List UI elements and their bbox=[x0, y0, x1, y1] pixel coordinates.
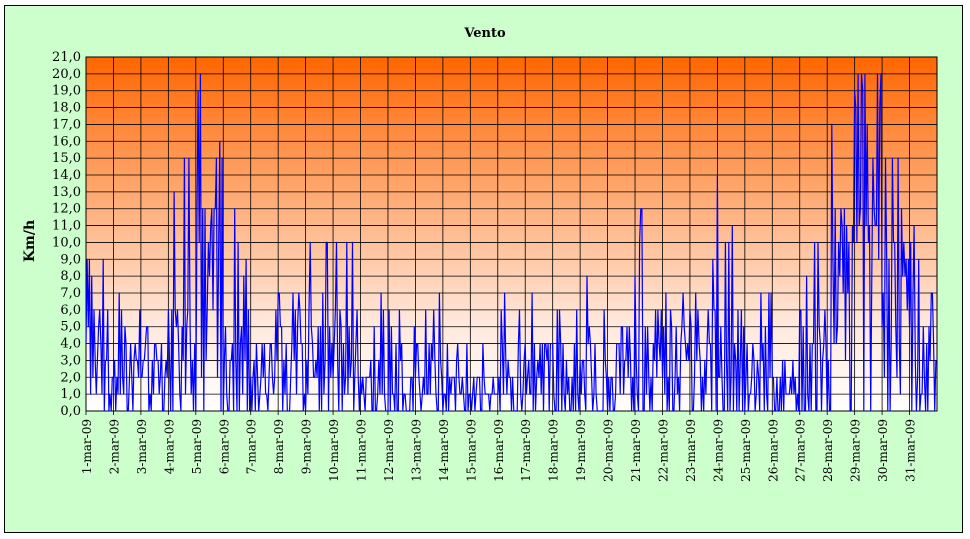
x-tick-label: 17-mar-09 bbox=[519, 419, 533, 482]
y-tick-label: 9,0 bbox=[60, 252, 81, 267]
x-tick-label: 27-mar-09 bbox=[794, 419, 808, 482]
x-tick-label: 20-mar-09 bbox=[602, 419, 616, 482]
y-tick-label: 5,0 bbox=[60, 320, 81, 335]
plot-area bbox=[85, 56, 938, 412]
x-tick-label: 22-mar-09 bbox=[656, 419, 670, 482]
wind-chart: Vento Km/h 0,0 1,0 2,0 3,04,0 5,0 6,0 7,0 8,0 9,… bbox=[22, 26, 938, 482]
chart-title: Vento bbox=[463, 26, 506, 41]
y-tick-labels: 0,0 1,0 2,0 3,04,0 5,0 6,0 7,0 8,0 9,0 10,011,0 12… bbox=[52, 50, 81, 419]
x-tick-label: 10-mar-09 bbox=[327, 419, 341, 482]
y-tick-label: 1,0 bbox=[60, 387, 81, 402]
x-tick-label: 30-mar-09 bbox=[876, 419, 890, 482]
x-tick-label: 18-mar-09 bbox=[547, 419, 561, 482]
x-tick-label: 1-mar-09 bbox=[80, 419, 94, 474]
x-tick-label: 5-mar-09 bbox=[190, 419, 204, 474]
y-tick-label: 19,0 bbox=[52, 84, 81, 99]
x-tick-label: 29-mar-09 bbox=[849, 419, 863, 482]
x-tick-label: 25-mar-09 bbox=[739, 419, 753, 482]
y-tick-label: 15,0 bbox=[52, 151, 81, 166]
x-tick-label: 12-mar-09 bbox=[382, 419, 396, 482]
y-tick-label: 6,0 bbox=[60, 303, 81, 318]
x-tick-label: 16-mar-09 bbox=[492, 419, 506, 482]
y-tick-label: 3,0 bbox=[60, 353, 81, 368]
wind-speed-series-line bbox=[85, 73, 937, 412]
x-tick-label: 11-mar-09 bbox=[355, 419, 369, 482]
x-tick-label: 9-mar-09 bbox=[300, 419, 314, 474]
x-tick-label: 23-mar-09 bbox=[684, 419, 698, 482]
x-tick-label: 2-mar-09 bbox=[107, 419, 121, 474]
y-axis-label: Km/h bbox=[22, 220, 38, 262]
y-tick-label: 10,0 bbox=[52, 235, 81, 250]
y-tick-label: 17,0 bbox=[52, 117, 81, 132]
y-gridlines bbox=[86, 56, 937, 412]
y-tick-label: 16,0 bbox=[52, 134, 81, 149]
y-tick-label: 13,0 bbox=[52, 185, 81, 200]
y-tick-label: 12,0 bbox=[52, 202, 81, 217]
x-tick-label: 15-mar-09 bbox=[464, 419, 478, 482]
x-tick-label: 4-mar-09 bbox=[162, 419, 176, 474]
x-tick-label: 31-mar-09 bbox=[904, 419, 918, 482]
x-tick-label: 24-mar-09 bbox=[711, 419, 725, 482]
x-tick-label: 19-mar-09 bbox=[574, 419, 588, 482]
y-tick-label: 14,0 bbox=[52, 168, 81, 183]
x-tick-label: 28-mar-09 bbox=[821, 419, 835, 482]
x-tick-label: 14-mar-09 bbox=[437, 419, 451, 482]
chart-frame: Vento Km/h 0,0 1,0 2,0 3,0 4,0 5,0 6,0 7,0 8,0 9,… bbox=[4, 5, 963, 533]
x-tick-label: 3-mar-09 bbox=[135, 419, 149, 474]
y-tick-label: 0,0 bbox=[60, 404, 81, 419]
y-tick-label: 2,0 bbox=[60, 370, 81, 385]
x-tick-label: 7-mar-09 bbox=[245, 419, 259, 474]
x-tick-label: 6-mar-09 bbox=[217, 419, 231, 474]
y-tick-label: 18,0 bbox=[52, 101, 81, 116]
y-tick-label: 21,0 bbox=[52, 50, 81, 65]
y-tick-label: 11,0 bbox=[52, 219, 81, 234]
x-tick-label: 13-mar-09 bbox=[409, 419, 423, 482]
x-tick-labels: 1-mar-09 2-mar-09 3-mar-09 4-mar-09 5-mar-09… bbox=[80, 419, 918, 482]
y-tick-label: 20,0 bbox=[52, 67, 81, 82]
y-tick-label: 4,0 bbox=[60, 337, 81, 352]
x-gridlines bbox=[85, 57, 910, 415]
x-tick-label: 26-mar-09 bbox=[766, 419, 780, 482]
x-tick-label: 8-mar-09 bbox=[272, 419, 286, 474]
y-tick-label: 7,0 bbox=[60, 286, 81, 301]
y-tick-label: 8,0 bbox=[60, 269, 81, 284]
x-tick-label: 21-mar-09 bbox=[629, 419, 643, 482]
